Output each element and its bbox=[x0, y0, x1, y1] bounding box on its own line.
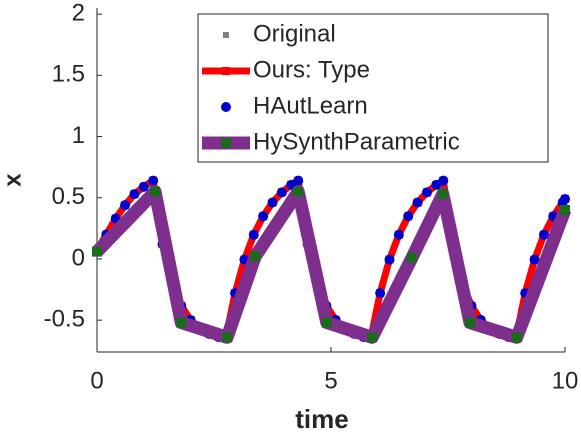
data-point bbox=[120, 200, 131, 211]
data-point bbox=[384, 254, 395, 265]
x-tick-label: 10 bbox=[552, 367, 579, 394]
data-point bbox=[367, 332, 378, 343]
y-tick-label: 0.5 bbox=[52, 183, 85, 210]
legend-box bbox=[197, 13, 549, 163]
legend-marker bbox=[223, 32, 229, 38]
data-point bbox=[267, 197, 278, 208]
legend-label: HySynthParametric bbox=[253, 128, 460, 155]
data-point bbox=[258, 211, 269, 222]
data-point bbox=[412, 197, 423, 208]
y-tick-label: 0 bbox=[72, 244, 85, 271]
data-point bbox=[393, 229, 404, 240]
data-point bbox=[511, 332, 522, 343]
data-point bbox=[421, 187, 432, 198]
data-point bbox=[138, 181, 149, 192]
data-point bbox=[560, 193, 570, 204]
data-point bbox=[248, 229, 259, 240]
data-point bbox=[560, 204, 570, 215]
legend-marker bbox=[222, 67, 230, 75]
y-tick-label: 1 bbox=[72, 122, 85, 149]
data-point bbox=[529, 254, 540, 265]
legend-label: Original bbox=[253, 20, 336, 47]
data-point bbox=[406, 252, 417, 263]
data-point bbox=[148, 175, 159, 186]
data-point bbox=[538, 229, 549, 240]
data-point bbox=[437, 189, 448, 200]
data-point bbox=[176, 317, 187, 328]
data-point bbox=[293, 175, 304, 186]
legend-marker bbox=[221, 138, 231, 148]
data-point bbox=[250, 251, 261, 262]
legend-label: Ours: Type bbox=[253, 56, 370, 83]
data-point bbox=[403, 211, 414, 222]
data-point bbox=[276, 187, 287, 198]
data-point bbox=[129, 189, 140, 200]
data-point bbox=[375, 288, 386, 299]
x-axis-label: time bbox=[295, 404, 348, 434]
data-point bbox=[150, 186, 161, 197]
legend-marker bbox=[221, 102, 231, 112]
data-point bbox=[321, 317, 332, 328]
data-point bbox=[92, 246, 102, 257]
series-line bbox=[92, 185, 572, 344]
y-tick-label: 1.5 bbox=[52, 61, 85, 88]
x-tick-label: 0 bbox=[90, 367, 103, 394]
y-tick-label: -0.5 bbox=[44, 306, 85, 333]
legend-label: HAutLearn bbox=[253, 92, 368, 119]
data-point bbox=[438, 175, 449, 186]
data-point bbox=[222, 332, 233, 343]
y-tick-label: 2 bbox=[72, 0, 85, 26]
y-axis-label: x bbox=[0, 173, 26, 187]
data-point bbox=[293, 186, 304, 197]
x-tick-label: 5 bbox=[324, 367, 337, 394]
data-point bbox=[464, 317, 475, 328]
